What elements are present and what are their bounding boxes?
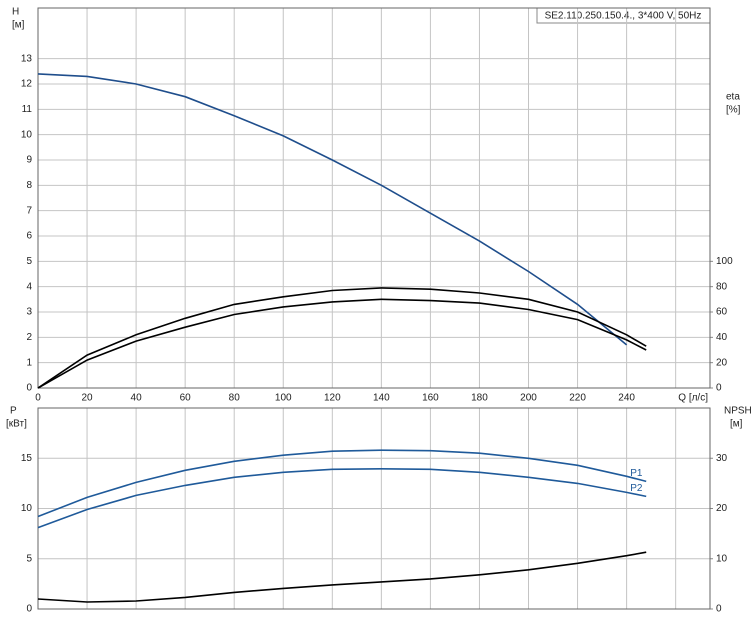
- y2-tick-label: 30: [716, 453, 728, 464]
- y2-tick-label: 40: [716, 332, 728, 343]
- x-tick-label: 180: [471, 393, 488, 404]
- y-tick-label: 10: [21, 503, 33, 514]
- y2-tick-label: 80: [716, 281, 728, 292]
- series-line: [37, 73, 628, 346]
- h-unit: [м]: [12, 20, 25, 31]
- x-tick-label: 80: [229, 393, 241, 404]
- y2-tick-label: 100: [716, 256, 733, 267]
- plot-frame: [37, 407, 711, 610]
- y-tick-label: 0: [26, 604, 32, 615]
- eta-label: eta: [726, 92, 740, 103]
- series-line: [37, 551, 647, 603]
- x-tick-label: 120: [324, 393, 341, 404]
- chart-title: SE2.110.250.150.4., 3*400 V, 50Hz: [545, 11, 702, 22]
- npsh-unit: [м]: [730, 419, 743, 430]
- y-tick-label: 5: [26, 256, 32, 267]
- p-unit: [кВт]: [6, 419, 27, 430]
- y-tick-label: 3: [26, 307, 32, 318]
- series-line: [37, 449, 647, 518]
- series-label: P1: [630, 468, 643, 479]
- y-tick-label: 4: [26, 281, 32, 292]
- y2-tick-label: 20: [716, 357, 728, 368]
- y2-tick-label: 60: [716, 307, 728, 318]
- y2-tick-label: 0: [716, 383, 722, 394]
- plot-frame: [37, 7, 711, 389]
- p-label: P: [10, 406, 17, 417]
- y-tick-label: 0: [26, 383, 32, 394]
- q-label: Q [л/с]: [678, 393, 708, 404]
- x-tick-label: 200: [520, 393, 537, 404]
- x-tick-label: 20: [81, 393, 93, 404]
- y-tick-label: 6: [26, 231, 32, 242]
- x-tick-label: 160: [422, 393, 439, 404]
- series-label: P2: [630, 483, 643, 494]
- y-tick-label: 8: [26, 180, 32, 191]
- y2-tick-label: 0: [716, 604, 722, 615]
- x-tick-label: 0: [35, 393, 41, 404]
- h-label: H: [12, 7, 19, 18]
- y-tick-label: 1: [26, 357, 32, 368]
- y-tick-label: 7: [26, 205, 32, 216]
- npsh-label: NPSH: [724, 406, 752, 417]
- x-tick-label: 240: [618, 393, 635, 404]
- y-tick-label: 12: [21, 79, 33, 90]
- x-tick-label: 40: [131, 393, 143, 404]
- series-line: [37, 287, 647, 389]
- series-line: [37, 467, 647, 529]
- y2-tick-label: 10: [716, 553, 728, 564]
- y2-tick-label: 20: [716, 503, 728, 514]
- y-tick-label: 11: [22, 104, 33, 115]
- y-tick-label: 2: [26, 332, 32, 343]
- y-tick-label: 15: [21, 453, 33, 464]
- y-tick-label: 13: [21, 53, 33, 64]
- x-tick-label: 100: [275, 393, 292, 404]
- y-tick-label: 9: [26, 155, 32, 166]
- series-line: [37, 298, 647, 389]
- x-tick-label: 60: [180, 393, 192, 404]
- x-tick-label: 220: [569, 393, 586, 404]
- x-tick-label: 140: [373, 393, 390, 404]
- y-tick-label: 5: [26, 553, 32, 564]
- y-tick-label: 10: [21, 129, 33, 140]
- eta-unit: [%]: [726, 105, 741, 116]
